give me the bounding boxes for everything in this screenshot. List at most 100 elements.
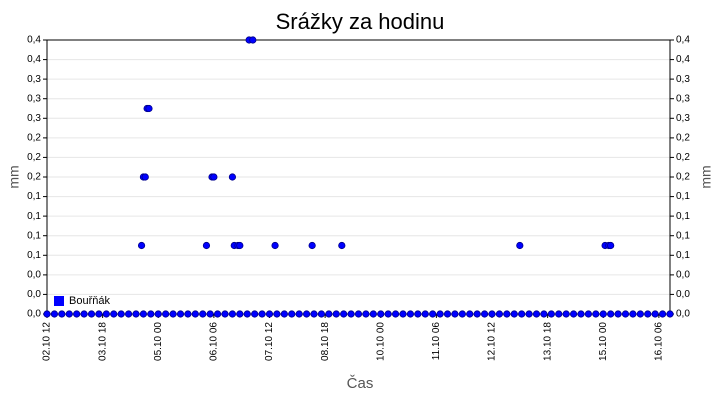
y-tick-label: 0,2 — [27, 152, 41, 163]
x-tick-label: 03.10 18 — [97, 322, 108, 361]
point — [80, 310, 88, 318]
y2-tick-label: 0,2 — [676, 133, 690, 144]
x-tick-label: 06.10 06 — [209, 322, 220, 361]
point — [295, 310, 303, 318]
point — [332, 310, 340, 318]
point — [644, 310, 652, 318]
point — [58, 310, 66, 318]
point — [369, 310, 377, 318]
point — [124, 310, 133, 318]
y2-tick-label: 0,0 — [676, 289, 690, 300]
point — [251, 310, 259, 318]
y2-tick-label: 0,3 — [676, 93, 690, 104]
y-tick-label: 0,3 — [27, 113, 41, 124]
y-tick-label: 0,1 — [27, 230, 41, 241]
point — [421, 310, 429, 318]
point — [377, 310, 385, 318]
y2-tick-label: 0,1 — [676, 230, 690, 241]
point — [436, 310, 444, 318]
point — [273, 310, 281, 318]
x-axis-label: Čas — [347, 375, 374, 392]
point — [243, 310, 251, 318]
point — [338, 241, 346, 250]
point — [555, 310, 563, 318]
point — [354, 310, 363, 318]
point — [399, 310, 407, 318]
point — [480, 310, 489, 318]
point — [325, 310, 333, 318]
point — [271, 241, 279, 250]
point — [191, 310, 199, 318]
point — [145, 104, 153, 113]
y-tick-label: 0,4 — [27, 54, 41, 65]
point — [569, 310, 578, 318]
x-tick-label: 12.10 12 — [487, 322, 498, 361]
point — [302, 310, 311, 318]
x-tick-label: 15.10 00 — [598, 322, 609, 361]
point — [162, 310, 170, 318]
point — [317, 310, 326, 318]
point — [607, 241, 615, 250]
point — [488, 310, 496, 318]
point — [236, 241, 244, 250]
point — [139, 310, 148, 318]
point — [110, 310, 118, 318]
x-tick-label: 02.10 12 — [42, 322, 53, 361]
point — [95, 310, 103, 318]
point — [102, 310, 110, 318]
y-tick-label: 0,1 — [27, 191, 41, 202]
y-tick-label: 0,0 — [27, 270, 41, 281]
point — [614, 310, 622, 318]
point — [414, 310, 422, 318]
y-tick-label: 0,0 — [27, 309, 41, 320]
x-tick-label: 08.10 18 — [320, 322, 331, 361]
y-tick-label: 0,1 — [27, 211, 41, 222]
point — [228, 310, 237, 318]
point — [213, 310, 222, 318]
point — [458, 310, 466, 318]
y-tick-label: 0,0 — [27, 289, 41, 300]
point — [658, 310, 667, 318]
point — [525, 310, 533, 318]
point — [599, 310, 607, 318]
point — [562, 310, 570, 318]
point — [308, 241, 316, 250]
point — [577, 310, 585, 318]
chart-title: Srážky za hodinu — [276, 9, 445, 34]
x-tick-label: 10.10 00 — [375, 322, 386, 361]
point — [199, 310, 207, 318]
point — [629, 310, 637, 318]
x-tick-label: 07.10 12 — [264, 322, 275, 361]
point — [228, 173, 237, 181]
point — [473, 310, 481, 318]
point — [154, 310, 162, 318]
point — [540, 310, 548, 318]
y2-tick-label: 0,1 — [676, 211, 690, 222]
point — [202, 241, 211, 250]
point — [503, 310, 511, 318]
point — [137, 241, 146, 250]
point — [280, 310, 288, 318]
point — [592, 310, 600, 318]
point — [466, 310, 474, 318]
point — [443, 310, 452, 318]
point — [584, 310, 593, 318]
y-axis-label: mm — [6, 165, 22, 188]
y2-tick-label: 0,2 — [676, 152, 690, 163]
point — [50, 310, 59, 318]
point — [206, 310, 214, 318]
y2-tick-label: 0,4 — [676, 35, 690, 46]
legend-swatch — [54, 296, 64, 306]
point — [117, 310, 125, 318]
point — [249, 36, 257, 44]
point — [176, 310, 185, 318]
point — [184, 310, 192, 318]
x-tick-label: 11.10 06 — [431, 322, 442, 361]
y-tick-label: 0,4 — [27, 35, 41, 46]
point — [221, 310, 229, 318]
y-tick-label: 0,2 — [27, 133, 41, 144]
point — [510, 310, 518, 318]
y-tick-label: 0,3 — [27, 93, 41, 104]
point — [636, 310, 644, 318]
